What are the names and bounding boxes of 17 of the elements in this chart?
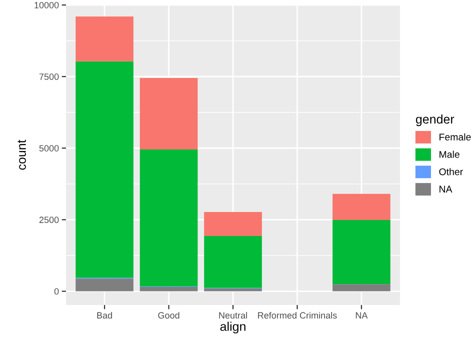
y-tick-label: 7500 bbox=[39, 74, 59, 80]
legend-label: Other bbox=[439, 168, 463, 176]
legend-label: Male bbox=[440, 150, 460, 158]
x-tick-label: Good bbox=[158, 312, 180, 319]
y-tick-label: 2500 bbox=[39, 216, 59, 224]
x-tick-label: Neutral bbox=[219, 312, 247, 319]
legend-label: NA bbox=[440, 186, 452, 192]
x-tick-label: NA bbox=[356, 312, 368, 318]
y-tick-label: 10000 bbox=[34, 2, 59, 8]
legend-title: gender bbox=[416, 114, 454, 126]
legend-label: Female bbox=[440, 133, 471, 141]
x-axis-title: align bbox=[220, 322, 246, 334]
y-axis-title: count bbox=[18, 140, 26, 170]
y-tick-label: 5000 bbox=[39, 145, 59, 152]
x-tick-label: Bad bbox=[97, 312, 112, 319]
y-tick-label: 0 bbox=[54, 288, 59, 295]
x-tick-label: Reformed Criminals bbox=[258, 312, 337, 319]
